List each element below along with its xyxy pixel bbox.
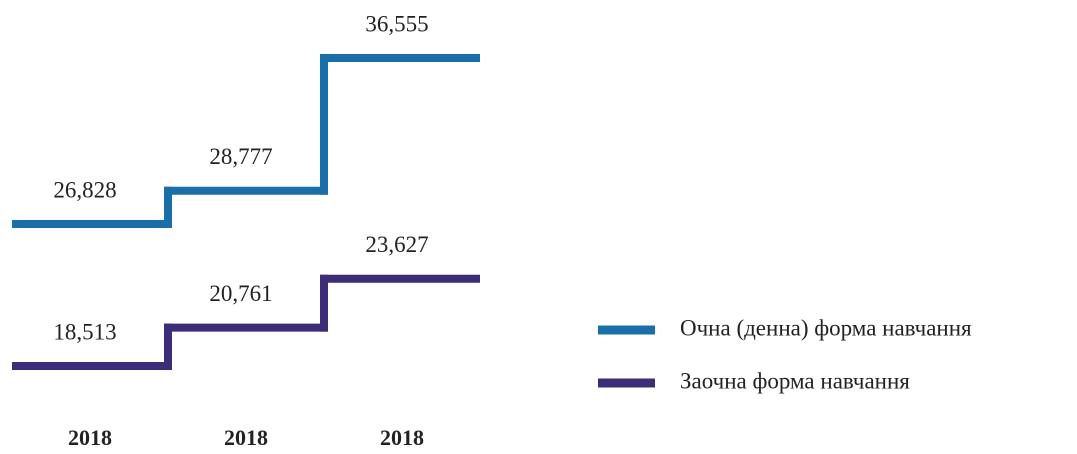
x-tick-label: 2018: [68, 425, 112, 450]
x-tick-label: 2018: [380, 425, 424, 450]
data-label: 20,761: [209, 281, 272, 306]
data-label: 18,513: [53, 319, 116, 344]
data-label: 36,555: [365, 11, 428, 36]
legend-label: Очна (денна) форма навчання: [680, 315, 972, 340]
legend-label: Заочна форма навчання: [680, 368, 910, 393]
data-label: 26,828: [53, 177, 116, 202]
x-tick-label: 2018: [224, 425, 268, 450]
data-label: 23,627: [365, 232, 428, 257]
data-label: 28,777: [209, 144, 272, 169]
